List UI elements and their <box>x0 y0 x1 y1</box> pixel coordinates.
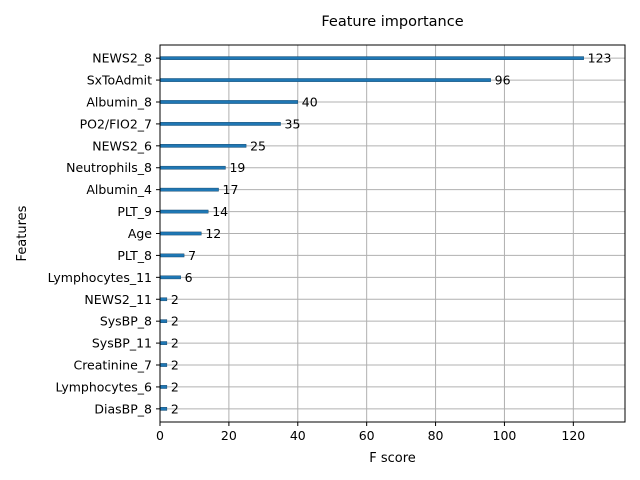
chart-title: Feature importance <box>321 14 463 30</box>
y-tick-label: Age <box>128 226 152 241</box>
bar <box>159 187 219 192</box>
bar <box>159 275 181 280</box>
bar <box>159 144 247 148</box>
y-tick-label: NEWS2_8 <box>92 51 152 66</box>
y-tick-label: Lymphocytes_11 <box>48 270 152 285</box>
y-tick-label: Albumin_8 <box>86 94 152 109</box>
bar-value-label: 6 <box>185 270 193 285</box>
bar-value-label: 2 <box>171 358 179 373</box>
bar-value-label: 123 <box>588 51 612 66</box>
bar <box>159 231 202 236</box>
x-axis-label: F score <box>369 451 416 466</box>
bar <box>159 319 168 323</box>
y-tick-label: Neutrophils_8 <box>66 160 152 175</box>
y-axis-label: Features <box>15 205 30 261</box>
bar <box>159 253 185 258</box>
bar <box>159 385 168 389</box>
bar <box>159 100 298 104</box>
bar <box>159 56 584 60</box>
bar-value-label: 35 <box>285 116 301 131</box>
bar-value-label: 2 <box>171 292 179 307</box>
bar <box>159 122 281 126</box>
x-tick-label: 120 <box>561 428 585 443</box>
bar-value-label: 12 <box>205 226 221 241</box>
label-layer: NEWS2_8 123 SxToAdmit 96 Albumin_8 40 PO2/FIO2… <box>48 51 612 417</box>
bar-value-label: 2 <box>171 336 179 351</box>
y-tick-label: SysBP_11 <box>92 336 152 351</box>
x-tick-label: 0 <box>156 428 164 443</box>
y-tick-label: Albumin_4 <box>86 182 152 197</box>
y-tick-label: SysBP_8 <box>100 314 152 329</box>
bar-value-label: 2 <box>171 379 179 394</box>
x-tick-label: 20 <box>221 428 237 443</box>
y-tick-label: PLT_8 <box>117 248 152 263</box>
bar-value-label: 40 <box>302 94 318 109</box>
y-tick-label: PO2/FIO2_7 <box>80 116 152 131</box>
bar <box>159 363 168 367</box>
y-tick-label: NEWS2_6 <box>92 138 152 153</box>
bar <box>159 297 168 302</box>
bar-value-label: 2 <box>171 401 179 416</box>
bar <box>159 341 168 345</box>
bar-value-label: 7 <box>188 248 196 263</box>
y-tick-label: Creatinine_7 <box>73 358 152 373</box>
bar-value-label: 2 <box>171 314 179 329</box>
y-tick-label: PLT_9 <box>117 204 152 219</box>
x-tick-label: 100 <box>493 428 517 443</box>
y-tick-label: SxToAdmit <box>87 73 152 88</box>
y-tick-label: NEWS2_11 <box>84 292 152 307</box>
y-tick-label: DiasBP_8 <box>94 401 152 416</box>
bar-layer <box>159 56 584 411</box>
tick-layer: 0 20 40 60 80 100 120 <box>156 57 585 443</box>
bar-value-label: 96 <box>495 73 511 88</box>
x-tick-label: 80 <box>428 428 444 443</box>
x-tick-label: 60 <box>359 428 375 443</box>
bar <box>159 78 491 82</box>
y-tick-label: Lymphocytes_6 <box>56 379 153 394</box>
bar-value-label: 25 <box>250 138 266 153</box>
x-tick-label: 40 <box>290 428 306 443</box>
bar <box>159 407 168 411</box>
bar <box>159 165 226 170</box>
bar <box>159 209 209 214</box>
bar-value-label: 17 <box>223 182 239 197</box>
bar-value-label: 19 <box>229 160 245 175</box>
bar-value-label: 14 <box>212 204 228 219</box>
